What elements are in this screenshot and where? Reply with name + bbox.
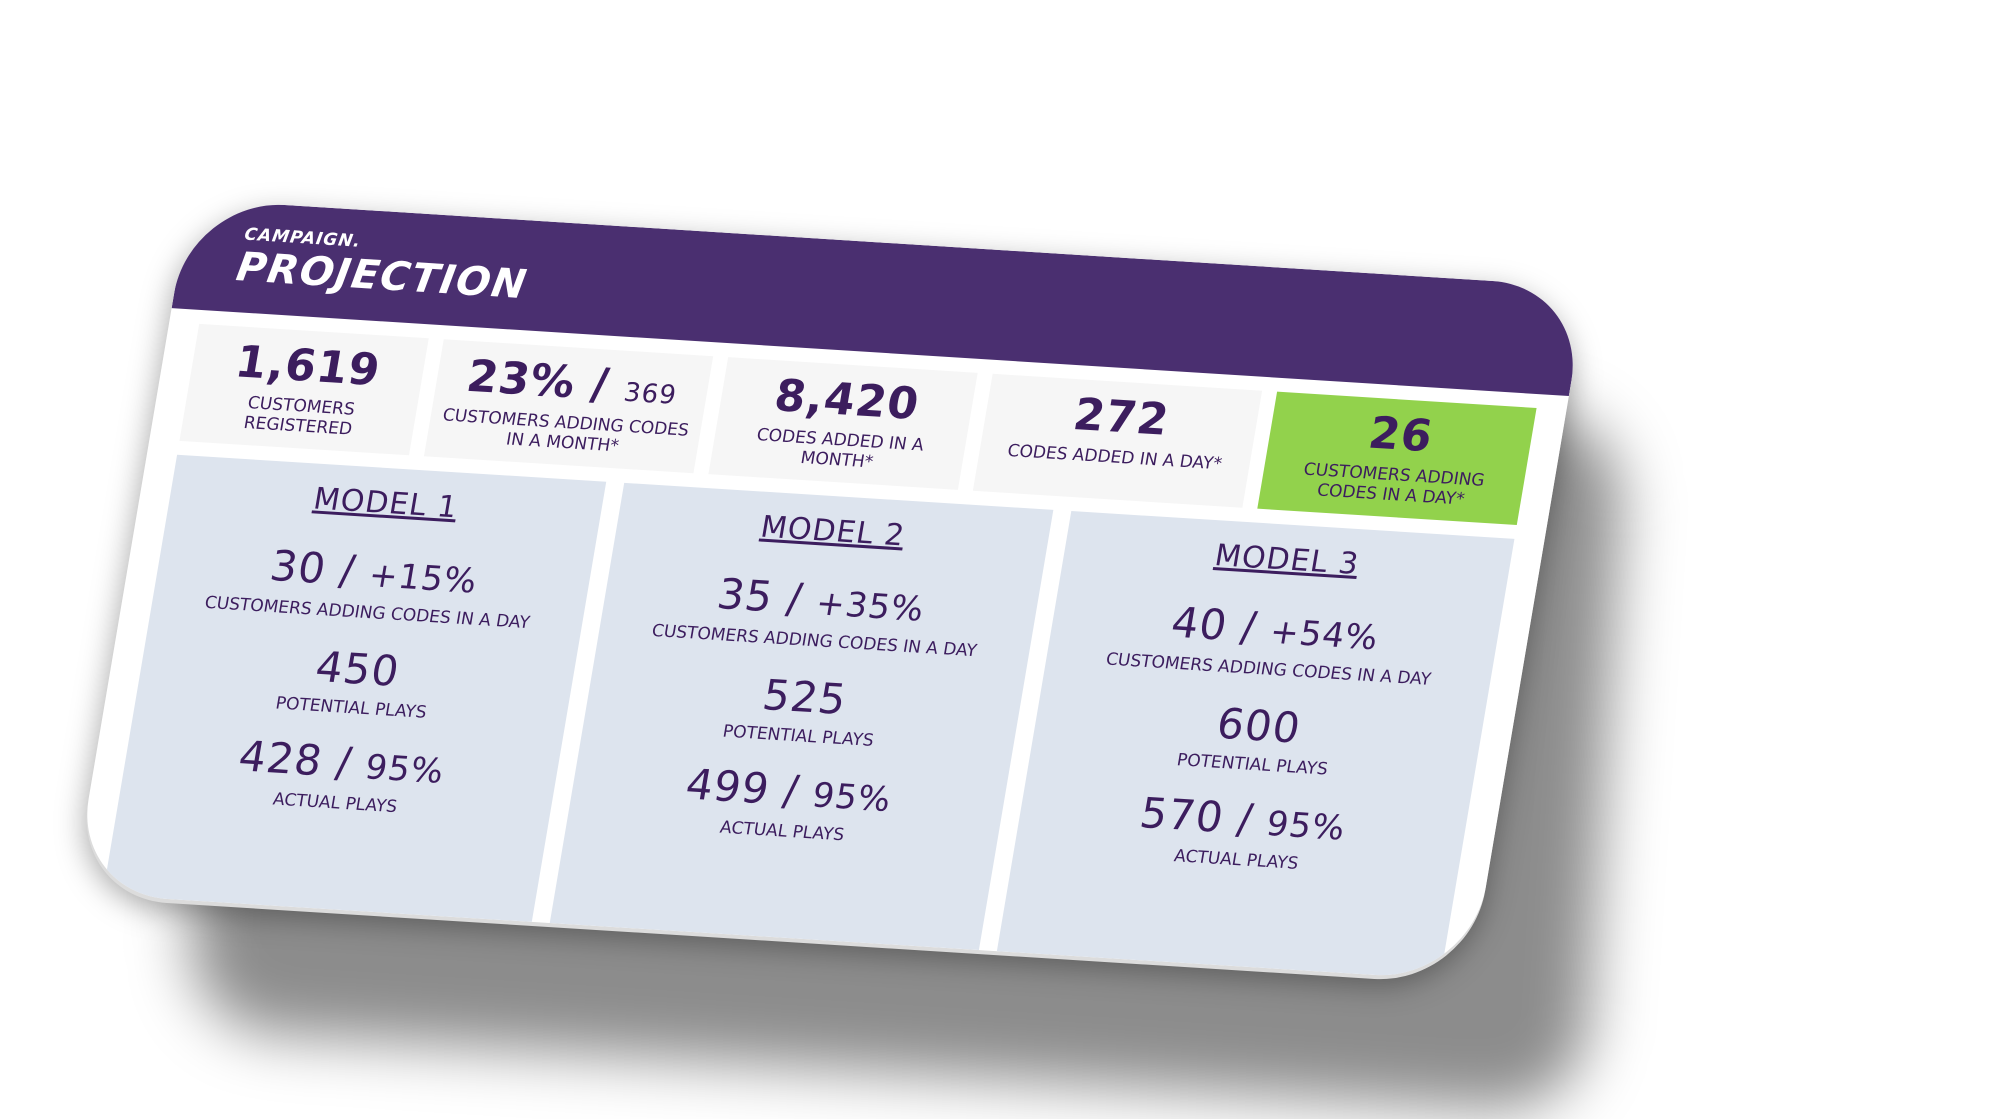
stat-value: 26 <box>1365 407 1437 463</box>
models-row: MODEL 1 30 / +15% CUSTOMERS ADDING CODES… <box>73 453 1545 981</box>
stat-customers-day: 26 CUSTOMERS ADDING CODES IN A DAY* <box>1257 391 1537 525</box>
model-3-panel: MODEL 3 40 / +54% CUSTOMERS ADDING CODES… <box>996 510 1515 980</box>
stat-customers-month: 23% / 369 CUSTOMERS ADDING CODES IN A MO… <box>423 339 714 474</box>
model-title: MODEL 3 <box>1212 538 1362 582</box>
model-2-panel: MODEL 2 35 / +35% CUSTOMERS ADDING CODES… <box>549 482 1054 951</box>
projection-card: CAMPAIGN. PROJECTION 1,619 CUSTOMERS REG… <box>72 199 1588 981</box>
stat-codes-month: 8,420 CODES ADDED IN A MONTH* <box>708 357 978 490</box>
stat-customers-registered: 1,619 CUSTOMERS REGISTERED <box>179 323 429 456</box>
stat-codes-day: 272 CODES ADDED IN A DAY* <box>972 373 1263 508</box>
model-1-panel: MODEL 1 30 / +15% CUSTOMERS ADDING CODES… <box>102 454 607 922</box>
stat-value: 1,619 <box>231 336 385 397</box>
stat-label: CUSTOMERS REGISTERED <box>242 393 357 440</box>
stat-value: 8,420 <box>770 370 924 430</box>
model-title: MODEL 2 <box>758 509 908 554</box>
model-title: MODEL 1 <box>310 481 461 526</box>
page-title: PROJECTION <box>233 244 531 309</box>
stat-suffix: 369 <box>621 377 680 411</box>
